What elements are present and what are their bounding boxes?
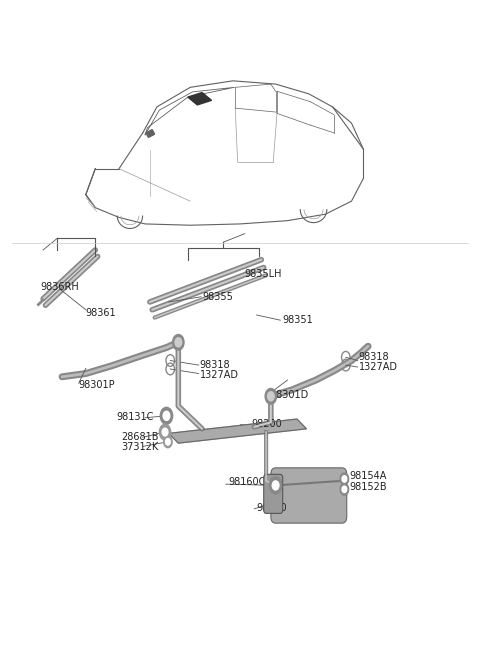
Circle shape bbox=[269, 477, 282, 494]
Text: 1327AD: 1327AD bbox=[359, 362, 397, 372]
Circle shape bbox=[162, 428, 168, 436]
Text: 28681B: 28681B bbox=[121, 432, 159, 442]
Circle shape bbox=[342, 486, 347, 493]
Circle shape bbox=[159, 424, 171, 440]
Text: 9835LH: 9835LH bbox=[245, 269, 282, 279]
Polygon shape bbox=[146, 130, 155, 137]
Circle shape bbox=[160, 407, 173, 424]
Circle shape bbox=[173, 335, 184, 350]
Circle shape bbox=[342, 476, 347, 482]
Text: 98318: 98318 bbox=[359, 352, 389, 362]
Text: 1327AD: 1327AD bbox=[200, 370, 239, 380]
Text: 37312K: 37312K bbox=[121, 441, 158, 451]
Circle shape bbox=[166, 439, 170, 445]
Text: 98301P: 98301P bbox=[79, 380, 115, 390]
Polygon shape bbox=[188, 92, 212, 105]
Text: 98160C: 98160C bbox=[228, 478, 265, 487]
Circle shape bbox=[163, 411, 170, 420]
Text: 98131C: 98131C bbox=[117, 413, 154, 422]
Text: 98351: 98351 bbox=[283, 315, 313, 325]
Circle shape bbox=[272, 481, 279, 490]
Text: 9836RH: 9836RH bbox=[41, 282, 80, 292]
Text: 98154A: 98154A bbox=[349, 471, 386, 481]
FancyBboxPatch shape bbox=[264, 474, 283, 514]
Text: 98355: 98355 bbox=[202, 292, 233, 302]
FancyBboxPatch shape bbox=[271, 468, 347, 523]
Circle shape bbox=[340, 473, 348, 485]
Circle shape bbox=[265, 388, 276, 404]
Text: 98318: 98318 bbox=[200, 360, 230, 370]
Text: 98200: 98200 bbox=[252, 419, 283, 429]
Circle shape bbox=[175, 338, 181, 347]
Polygon shape bbox=[169, 419, 306, 443]
Circle shape bbox=[267, 392, 274, 401]
Circle shape bbox=[164, 436, 172, 447]
Text: 98100: 98100 bbox=[257, 503, 287, 514]
Text: 98301D: 98301D bbox=[271, 390, 309, 400]
Circle shape bbox=[340, 483, 348, 495]
Text: 98152B: 98152B bbox=[349, 482, 387, 492]
Text: 98361: 98361 bbox=[86, 308, 117, 318]
